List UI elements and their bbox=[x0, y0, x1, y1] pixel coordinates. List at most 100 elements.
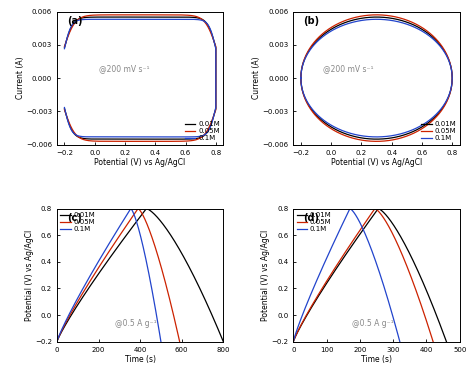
0.1M bbox=[164, 17, 170, 22]
0.1M bbox=[318, 268, 324, 273]
0.1M bbox=[126, 209, 132, 214]
0.01M bbox=[332, 268, 338, 273]
0.05M bbox=[349, 16, 355, 21]
0.01M bbox=[141, 209, 147, 214]
0.1M bbox=[298, 76, 304, 80]
Text: @200 mV s⁻¹: @200 mV s⁻¹ bbox=[323, 65, 374, 73]
0.05M bbox=[298, 76, 304, 80]
0.05M bbox=[291, 337, 297, 342]
0.1M bbox=[397, 339, 403, 344]
0.1M bbox=[358, 223, 364, 227]
Line: 0.05M: 0.05M bbox=[64, 15, 216, 141]
0.1M bbox=[346, 209, 351, 214]
0.01M bbox=[193, 15, 199, 20]
0.01M bbox=[442, 103, 447, 108]
Y-axis label: Potential (V) vs Ag/AgCl: Potential (V) vs Ag/AgCl bbox=[25, 230, 34, 321]
Legend: 0.01M, 0.05M, 0.1M: 0.01M, 0.05M, 0.1M bbox=[60, 212, 95, 232]
0.01M bbox=[98, 268, 104, 273]
0.1M bbox=[401, 21, 406, 25]
0.1M bbox=[135, 223, 140, 227]
0.01M bbox=[161, 223, 166, 227]
0.05M bbox=[54, 339, 60, 344]
0.1M bbox=[62, 105, 67, 110]
0.01M bbox=[55, 337, 61, 342]
0.01M bbox=[164, 15, 170, 19]
0.05M bbox=[370, 209, 376, 214]
0.1M bbox=[62, 46, 67, 51]
0.1M bbox=[435, 110, 441, 115]
0.01M bbox=[374, 137, 380, 141]
Line: 0.1M: 0.1M bbox=[57, 209, 161, 342]
X-axis label: Potential (V) vs Ag/AgCl: Potential (V) vs Ag/AgCl bbox=[94, 158, 186, 167]
0.05M bbox=[199, 135, 204, 139]
Y-axis label: Current (A): Current (A) bbox=[16, 57, 25, 99]
0.01M bbox=[102, 15, 108, 19]
0.05M bbox=[430, 339, 436, 344]
0.01M bbox=[54, 339, 60, 344]
0.1M bbox=[374, 17, 379, 22]
0.1M bbox=[150, 290, 155, 295]
0.05M bbox=[414, 290, 419, 295]
Text: @200 mV s⁻¹: @200 mV s⁻¹ bbox=[99, 65, 149, 73]
X-axis label: Time (s): Time (s) bbox=[125, 356, 155, 364]
Line: 0.1M: 0.1M bbox=[301, 19, 452, 137]
0.05M bbox=[165, 290, 171, 295]
0.1M bbox=[291, 337, 297, 342]
Line: 0.1M: 0.1M bbox=[293, 209, 400, 342]
0.05M bbox=[372, 206, 378, 211]
0.05M bbox=[291, 339, 296, 344]
0.1M bbox=[383, 290, 389, 295]
0.05M bbox=[177, 339, 182, 344]
0.01M bbox=[374, 15, 379, 19]
0.01M bbox=[205, 129, 211, 133]
0.1M bbox=[380, 280, 385, 285]
0.1M bbox=[349, 20, 355, 25]
Line: 0.01M: 0.01M bbox=[57, 209, 223, 342]
0.01M bbox=[298, 76, 304, 80]
0.01M bbox=[62, 45, 67, 50]
0.1M bbox=[291, 339, 296, 344]
0.1M bbox=[54, 339, 60, 344]
0.1M bbox=[429, 36, 435, 41]
0.05M bbox=[374, 13, 379, 17]
Line: 0.05M: 0.05M bbox=[57, 209, 180, 342]
0.05M bbox=[145, 223, 150, 227]
0.01M bbox=[199, 290, 205, 295]
0.01M bbox=[373, 209, 379, 214]
0.01M bbox=[429, 35, 435, 39]
Line: 0.05M: 0.05M bbox=[293, 209, 433, 342]
0.01M bbox=[391, 223, 396, 227]
0.01M bbox=[292, 337, 297, 342]
0.01M bbox=[349, 18, 355, 23]
0.1M bbox=[113, 17, 118, 22]
0.01M bbox=[444, 339, 449, 344]
0.05M bbox=[401, 17, 406, 21]
0.1M bbox=[158, 339, 164, 344]
0.1M bbox=[442, 102, 447, 106]
0.01M bbox=[137, 15, 143, 19]
0.05M bbox=[385, 223, 391, 227]
0.1M bbox=[55, 337, 61, 342]
0.01M bbox=[401, 19, 406, 23]
Text: (d): (d) bbox=[303, 213, 319, 223]
0.05M bbox=[55, 337, 61, 342]
0.01M bbox=[338, 22, 344, 26]
0.01M bbox=[144, 206, 149, 211]
0.05M bbox=[102, 13, 108, 17]
0.01M bbox=[194, 280, 200, 285]
0.1M bbox=[137, 17, 143, 22]
Line: 0.01M: 0.01M bbox=[293, 209, 447, 342]
0.1M bbox=[298, 76, 304, 80]
Legend: 0.01M, 0.05M, 0.1M: 0.01M, 0.05M, 0.1M bbox=[421, 121, 456, 141]
Text: @0.5 A g⁻¹: @0.5 A g⁻¹ bbox=[115, 319, 157, 328]
0.1M bbox=[338, 24, 344, 28]
0.05M bbox=[330, 268, 336, 273]
0.1M bbox=[193, 17, 199, 22]
Line: 0.05M: 0.05M bbox=[301, 15, 452, 141]
X-axis label: Potential (V) vs Ag/AgCl: Potential (V) vs Ag/AgCl bbox=[331, 158, 422, 167]
0.05M bbox=[193, 14, 199, 19]
Line: 0.1M: 0.1M bbox=[64, 19, 216, 137]
0.1M bbox=[347, 206, 353, 211]
0.01M bbox=[62, 106, 67, 111]
0.05M bbox=[435, 113, 441, 117]
